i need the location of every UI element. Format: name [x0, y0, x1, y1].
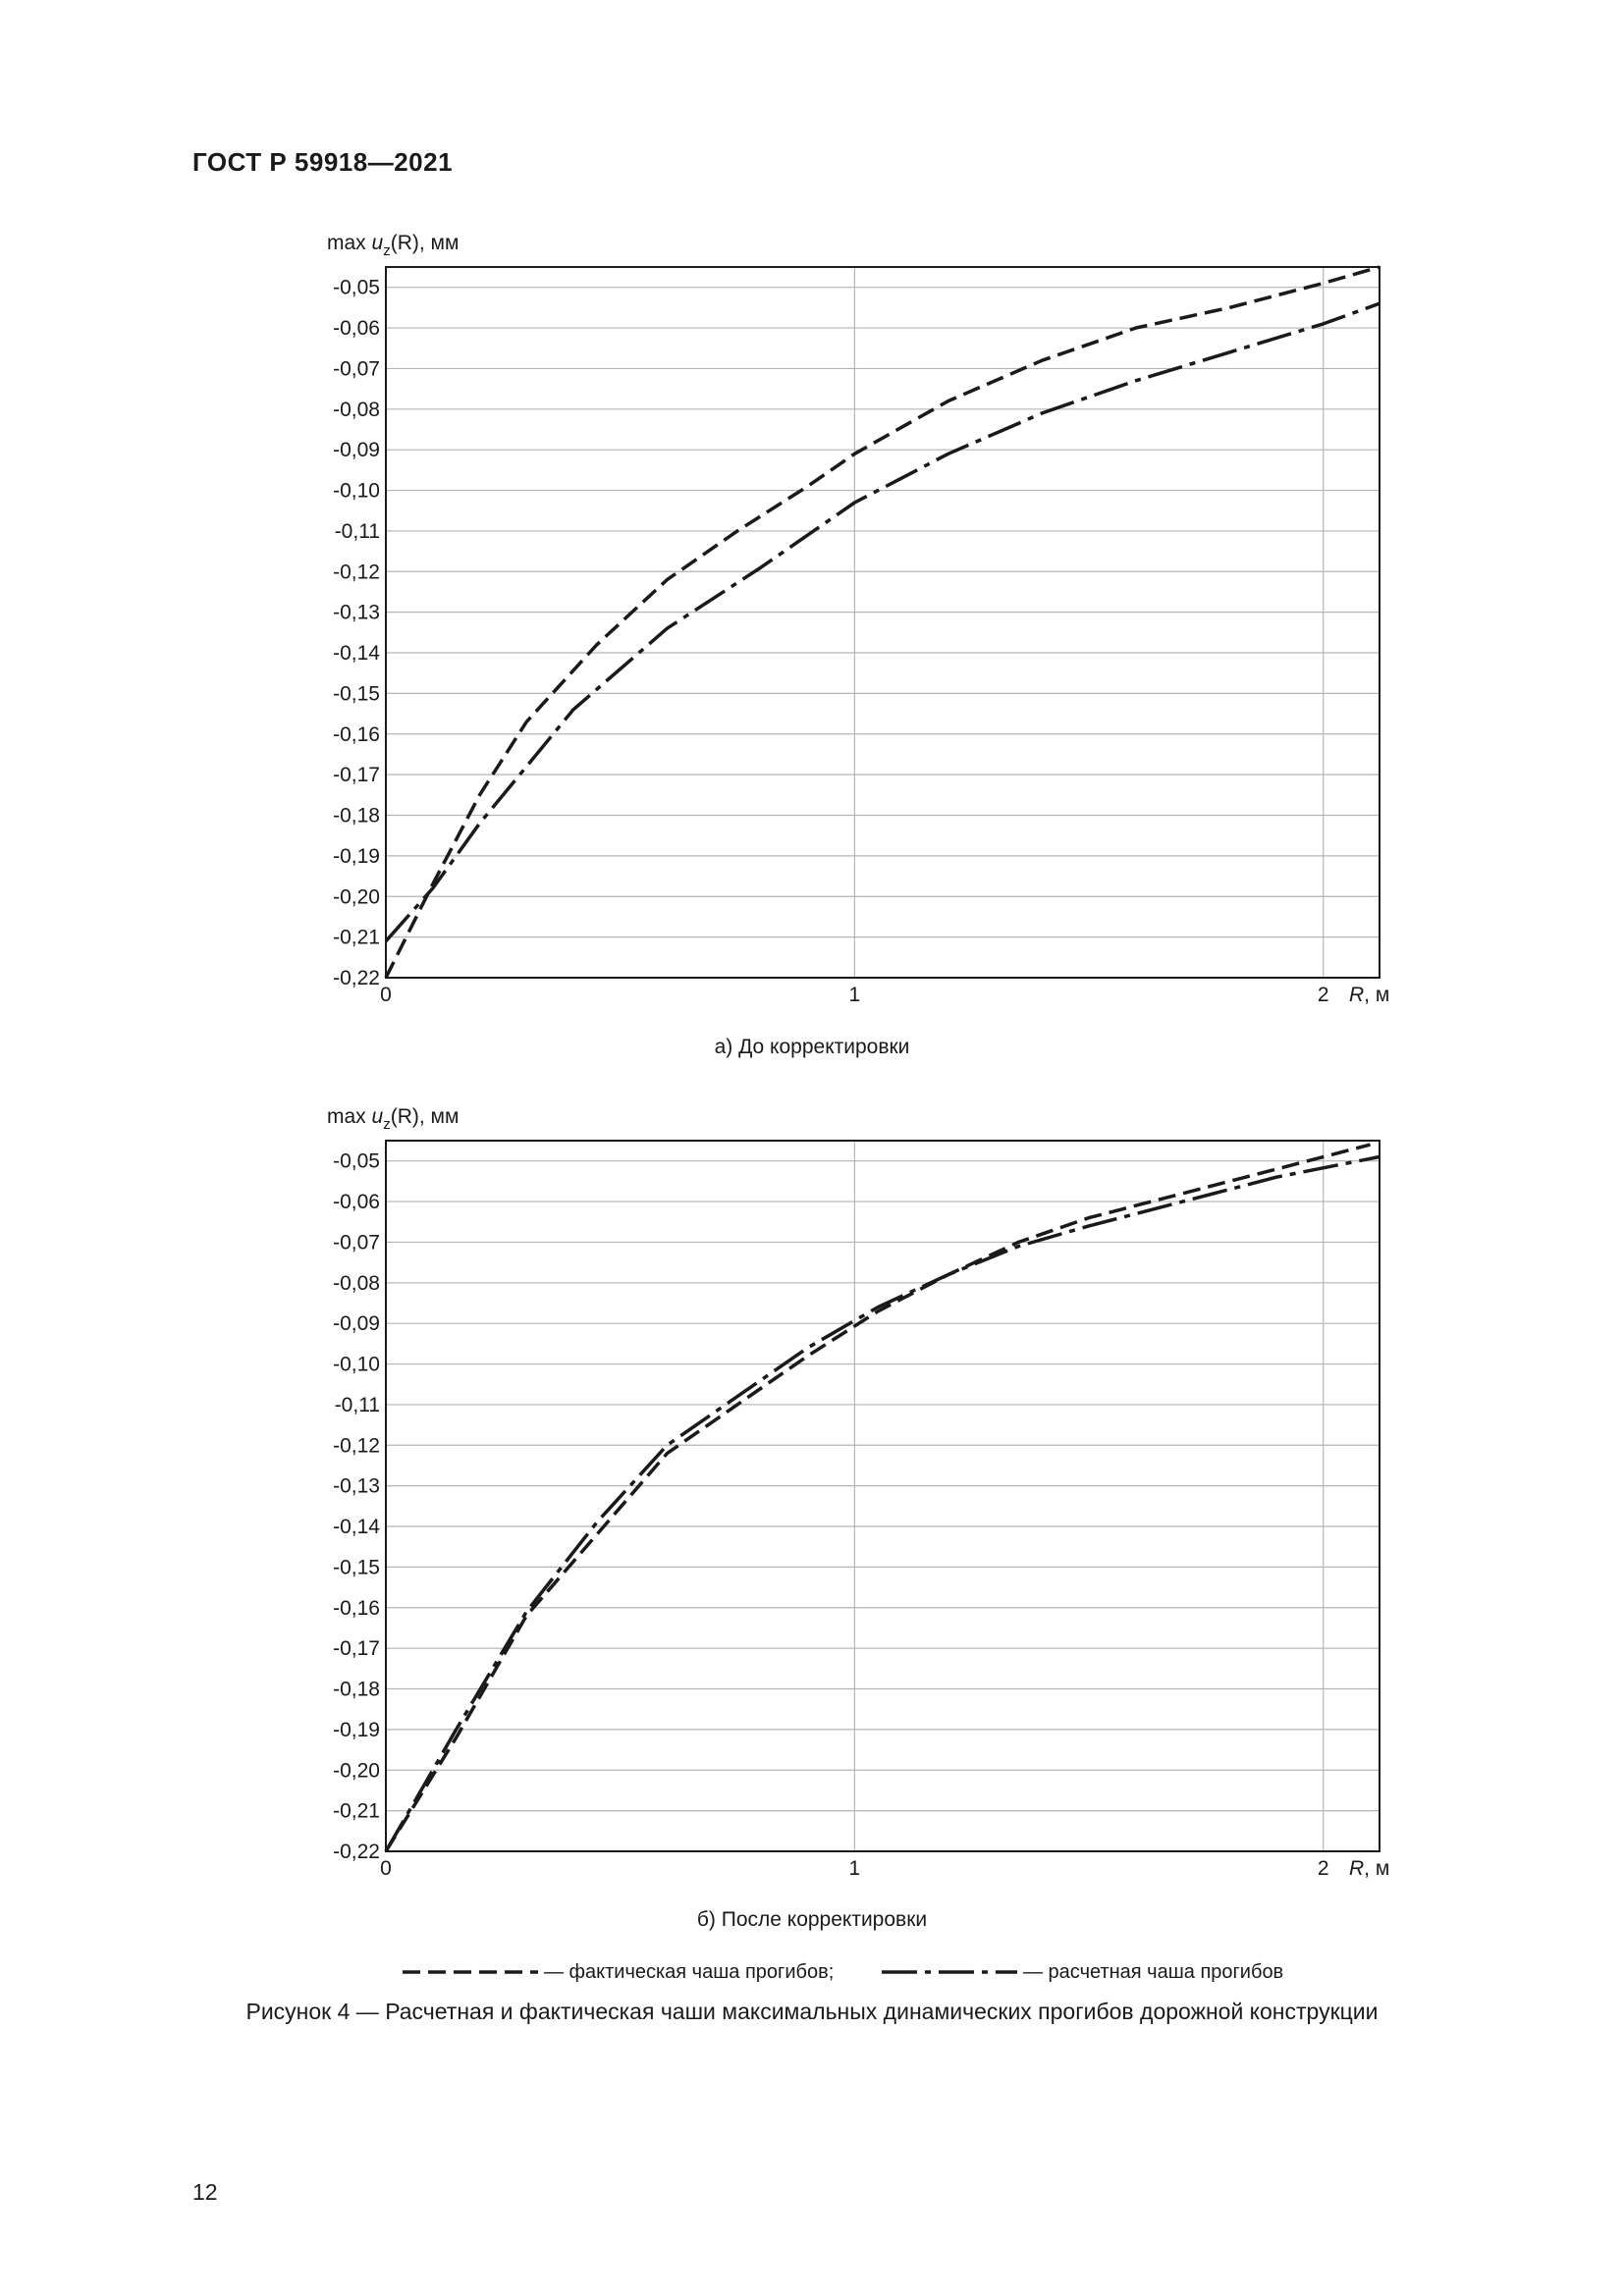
- y-tick-label: -0,21: [333, 927, 380, 949]
- legend-item-calculated: — расчетная чаша прогибов: [882, 1957, 1283, 1987]
- y-tick-label: -0,05: [333, 1150, 380, 1173]
- y-tick-label: -0,18: [333, 805, 380, 828]
- x-tick-label: 1: [849, 1857, 861, 1880]
- x-axis-label: R, м: [1349, 984, 1389, 1006]
- y-tick-label: -0,05: [333, 277, 380, 299]
- y-tick-label: -0,17: [333, 764, 380, 786]
- y-tick-label: -0,22: [333, 1841, 380, 1863]
- series-line-calculated: [384, 1154, 1380, 1852]
- page-number: 12: [192, 2179, 218, 2205]
- y-tick-label: -0,16: [333, 1597, 380, 1620]
- legend-label-calculated: — расчетная чаша прогибов: [1023, 1960, 1284, 1983]
- y-tick-label: -0,14: [333, 1516, 380, 1538]
- legend-dashed-line-icon: [403, 1970, 538, 1974]
- y-tick-label: -0,07: [333, 1231, 380, 1254]
- series-line-actual: [384, 1143, 1371, 1852]
- y-tick-label: -0,12: [333, 1434, 380, 1457]
- legend-item-actual: — фактическая чаша прогибов;: [403, 1957, 834, 1987]
- chart-before-correction: -0,05 -0,06 -0,07 -0,08 -0,09 -0,10 -0,11 -0,12…: [327, 232, 1389, 1006]
- y-tick-label: -0,10: [333, 480, 380, 503]
- legend: — фактическая чаша прогибов; — расчетная…: [0, 1957, 1624, 1987]
- x-tick-label: 0: [380, 984, 392, 1006]
- y-tick-label: -0,07: [333, 357, 380, 380]
- y-tick-label: -0,20: [333, 1759, 380, 1782]
- y-tick-label: -0,21: [333, 1800, 380, 1823]
- y-tick-label: -0,13: [333, 1475, 380, 1498]
- y-axis-label: max uz(R), мм: [327, 1105, 459, 1133]
- chart-a-subtitle: а) До корректировки: [714, 1036, 910, 1058]
- y-tick-label: -0,13: [333, 602, 380, 624]
- y-tick-label: -0,17: [333, 1637, 380, 1660]
- y-tick-label: -0,14: [333, 642, 380, 665]
- x-tick-label: 0: [380, 1857, 392, 1880]
- x-tick-label: 2: [1318, 984, 1329, 1006]
- plot-frame: [385, 1140, 1380, 1852]
- legend-label-actual: — фактическая чаша прогибов;: [544, 1960, 835, 1983]
- plot-frame: [385, 266, 1380, 979]
- y-tick-label: -0,15: [333, 1556, 380, 1578]
- chart-b-subtitle: б) После корректировки: [696, 1908, 928, 1931]
- y-tick-label: -0,08: [333, 1272, 380, 1295]
- series-line-calculated: [384, 301, 1380, 942]
- y-tick-label: -0,06: [333, 1191, 380, 1213]
- document-header: ГОСТ Р 59918—2021: [192, 147, 454, 177]
- y-tick-label: -0,12: [333, 561, 380, 583]
- y-tick-label: -0,19: [333, 1719, 380, 1741]
- y-tick-label: -0,20: [333, 885, 380, 908]
- y-axis-label: max uz(R), мм: [327, 232, 459, 259]
- x-tick-label: 1: [849, 984, 861, 1006]
- y-tick-label: -0,09: [333, 1312, 380, 1335]
- y-tick-label: -0,16: [333, 723, 380, 746]
- y-tick-label: -0,08: [333, 399, 380, 421]
- series-line-actual: [384, 265, 1380, 979]
- chart-after-correction: -0,05 -0,06 -0,07 -0,08 -0,09 -0,10 -0,11 -0,12…: [327, 1105, 1389, 1880]
- y-tick-label: -0,11: [335, 1394, 380, 1416]
- x-axis-label: R, м: [1349, 1857, 1389, 1880]
- y-tick-label: -0,06: [333, 317, 380, 340]
- x-tick-label: 2: [1318, 1857, 1329, 1880]
- y-tick-label: -0,10: [333, 1354, 380, 1376]
- y-tick-label: -0,19: [333, 845, 380, 868]
- y-tick-label: -0,11: [335, 520, 380, 543]
- y-tick-label: -0,18: [333, 1679, 380, 1701]
- figure-caption: Рисунок 4 — Расчетная и фактическая чаши…: [245, 1999, 1379, 2024]
- legend-dashdot-line-icon: [882, 1970, 1017, 1974]
- y-tick-label: -0,09: [333, 439, 380, 461]
- y-tick-label: -0,22: [333, 967, 380, 989]
- y-tick-label: -0,15: [333, 682, 380, 705]
